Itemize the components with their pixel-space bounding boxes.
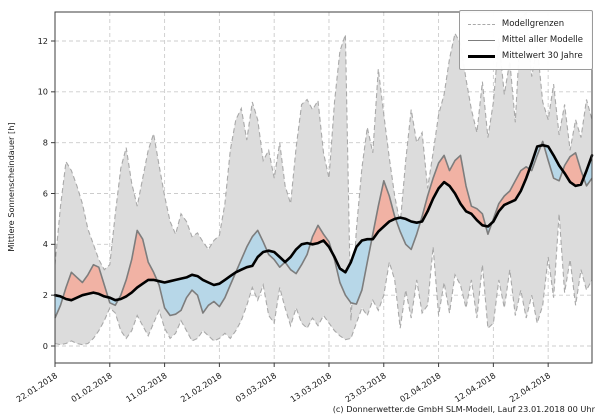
legend-item-mittelwert-30-jahre: Mittelwert 30 Jahre xyxy=(467,48,583,64)
x-tick-label: 03.03.2018 xyxy=(234,370,279,404)
solid-line-icon xyxy=(467,39,495,41)
thick-line-icon xyxy=(467,54,495,58)
legend-item-mittel-aller-modelle: Mittel aller Modelle xyxy=(467,32,583,48)
above-normal-fill xyxy=(371,180,396,240)
x-tick-label: 21.02.2018 xyxy=(179,370,224,404)
above-normal-fill xyxy=(62,264,109,301)
below-normal-fill xyxy=(267,243,311,274)
band-min-line xyxy=(54,213,593,346)
y-tick-label: 10 xyxy=(38,87,48,97)
above-normal-fill xyxy=(118,230,158,300)
x-tick-label: 11.02.2018 xyxy=(124,370,169,404)
y-tick-label: 4 xyxy=(43,239,48,249)
y-tick-label: 6 xyxy=(43,188,48,198)
legend-label: Modellgrenzen xyxy=(501,19,565,29)
x-tick-label: 13.03.2018 xyxy=(288,370,333,404)
below-normal-fill xyxy=(543,145,563,181)
y-tick-label: 0 xyxy=(43,341,48,351)
x-tick-label: 12.04.2018 xyxy=(453,370,498,404)
dashed-line-icon xyxy=(467,23,495,25)
x-tick-label: 22.04.2018 xyxy=(507,370,552,404)
y-axis-label: Mittlere Sonnenscheindauer [h] xyxy=(6,122,16,251)
y-tick-label: 12 xyxy=(38,36,48,46)
model-range-band xyxy=(55,13,592,345)
y-tick-label: 2 xyxy=(43,290,48,300)
legend-label: Mittel aller Modelle xyxy=(501,35,583,45)
x-tick-label: 23.03.2018 xyxy=(343,370,388,404)
above-normal-fill xyxy=(310,225,333,254)
x-tick-label: 01.02.2018 xyxy=(69,370,114,404)
clim-mean-30y-line xyxy=(53,143,594,302)
y-tick-label: 8 xyxy=(43,137,48,147)
legend-label: Mittelwert 30 Jahre xyxy=(501,51,583,61)
below-normal-fill xyxy=(395,217,421,250)
x-tick-label: 22.01.2018 xyxy=(14,370,59,404)
band-max-line xyxy=(54,11,593,321)
copyright-caption: (c) Donnerwetter.de GmbH SLM-Modell, Lau… xyxy=(333,404,596,414)
legend-item-modellgrenzen: Modellgrenzen xyxy=(467,16,583,32)
above-normal-fill xyxy=(492,166,530,223)
legend: Modellgrenzen Mittel aller Modelle Mitte… xyxy=(458,10,593,70)
below-normal-fill xyxy=(157,230,268,316)
axes-box xyxy=(54,11,593,364)
x-tick-label: 02.04.2018 xyxy=(398,370,443,404)
model-mean-line xyxy=(54,140,593,319)
